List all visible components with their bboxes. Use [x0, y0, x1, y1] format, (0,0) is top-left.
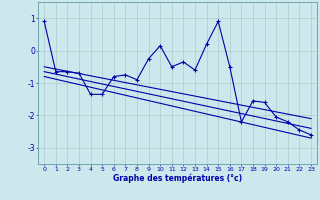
X-axis label: Graphe des températures (°c): Graphe des températures (°c) [113, 174, 242, 183]
